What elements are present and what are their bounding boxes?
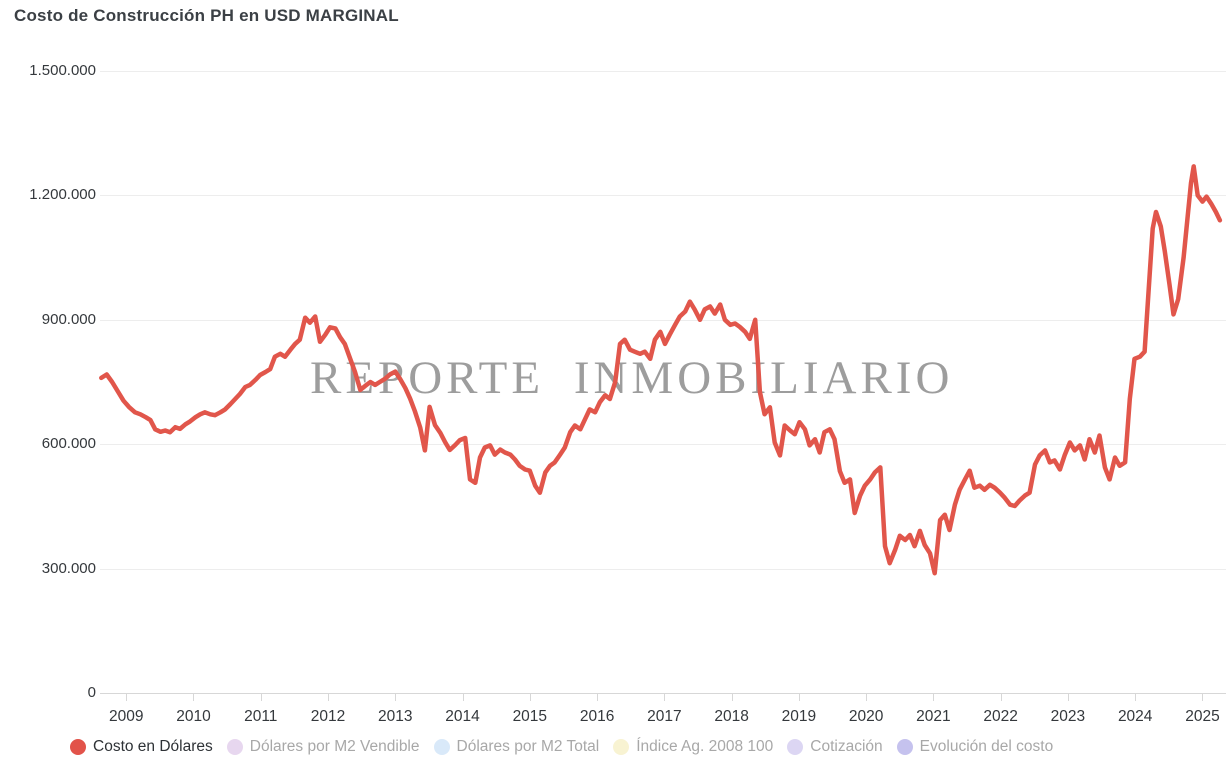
x-axis-tick <box>597 694 599 701</box>
legend-swatch-indice-ag-2008-100 <box>613 739 630 755</box>
x-axis-tick-label-2022: 2022 <box>983 708 1018 725</box>
y-axis-tick-label: 0 <box>87 684 96 701</box>
y-axis-tick-label: 1.500.000 <box>29 62 96 79</box>
legend-label: Evolución del costo <box>919 738 1054 755</box>
x-axis-tick <box>529 694 531 701</box>
x-axis-tick <box>933 694 935 701</box>
x-axis-tick <box>395 694 397 701</box>
x-axis-tick <box>328 694 330 701</box>
legend-item-dolares-por-m2-vendible[interactable]: Dólares por M2 Vendible <box>226 738 420 756</box>
chart-title: Costo de Construcción PH en USD MARGINAL <box>14 6 399 25</box>
x-axis-tick-label-2013: 2013 <box>378 708 413 725</box>
x-axis-tick <box>462 694 464 701</box>
legend-swatch-costo-en-dolares <box>70 739 86 755</box>
x-axis-tick-label-2016: 2016 <box>579 708 615 725</box>
legend-swatch-cotizacion <box>787 739 804 755</box>
x-axis-tick-label-2018: 2018 <box>714 708 749 725</box>
legend-label: Índice Ag. 2008 100 <box>636 738 774 755</box>
x-axis-tick-label-2014: 2014 <box>445 708 480 725</box>
x-axis-tick-label-2012: 2012 <box>310 708 346 725</box>
legend-swatch-evolucion-del-costo <box>896 739 913 755</box>
gridline <box>100 444 1226 446</box>
x-axis-tick <box>866 694 868 701</box>
legend-item-indice-ag-2008-100[interactable]: Índice Ag. 2008 100 <box>613 738 773 756</box>
x-axis-tick-label-2015: 2015 <box>512 708 548 725</box>
gridline <box>100 71 1226 72</box>
x-axis-tick <box>260 694 262 701</box>
x-axis-tick-label-2017: 2017 <box>647 708 682 725</box>
x-axis-tick-label-2021: 2021 <box>916 708 951 725</box>
x-axis-tick <box>126 694 128 701</box>
x-axis-tick <box>664 694 666 701</box>
legend-label: Dólares por M2 Vendible <box>249 738 420 755</box>
legend-swatch-dolares-por-m2-total <box>433 739 450 755</box>
x-axis-tick <box>1000 694 1002 701</box>
x-axis-tick <box>798 694 800 701</box>
legend-item-costo-en-dolares[interactable]: Costo en Dólares <box>70 738 213 756</box>
x-axis-tick <box>1067 694 1069 701</box>
legend-item-evolucion-del-costo[interactable]: Evolución del costo <box>896 738 1054 756</box>
legend-label: Cotización <box>810 738 883 755</box>
y-axis-tick-label: 600.000 <box>41 435 96 453</box>
x-axis-line <box>100 693 1226 694</box>
gridline <box>100 568 1226 570</box>
legend-label: Dólares por M2 Total <box>456 738 600 755</box>
x-axis-tick-label-2009: 2009 <box>108 708 144 725</box>
legend: Costo en Dólares Dólares por M2 Vendible D… <box>70 738 1053 756</box>
x-axis-tick-label-2025: 2025 <box>1185 708 1220 725</box>
gridline <box>100 195 1226 197</box>
legend-label: Costo en Dólares <box>93 738 213 755</box>
x-axis-tick <box>1202 694 1204 701</box>
watermark: REPORTE INMOBILIARIO <box>310 352 954 404</box>
gridline <box>100 319 1226 321</box>
x-axis-tick <box>731 694 733 701</box>
legend-item-dolares-por-m2-total[interactable]: Dólares por M2 Total <box>433 738 600 756</box>
y-axis-tick-label: 1.200.000 <box>29 186 96 204</box>
legend-item-cotizacion[interactable]: Cotización <box>787 738 883 756</box>
x-axis-tick-label-2024: 2024 <box>1117 708 1153 725</box>
x-axis-tick <box>1135 694 1137 701</box>
x-axis-tick-label-2011: 2011 <box>244 708 278 725</box>
legend-swatch-dolares-por-m2-vendible <box>226 739 243 755</box>
y-axis-tick-label: 900.000 <box>41 310 96 328</box>
x-axis-tick-label-2010: 2010 <box>176 708 211 725</box>
y-axis-tick-label: 300.000 <box>41 559 96 577</box>
x-axis-tick-label-2019: 2019 <box>781 708 817 725</box>
x-axis-tick-label-2020: 2020 <box>848 708 884 725</box>
x-axis-tick-label-2023: 2023 <box>1050 708 1086 725</box>
x-axis-tick <box>193 694 195 701</box>
